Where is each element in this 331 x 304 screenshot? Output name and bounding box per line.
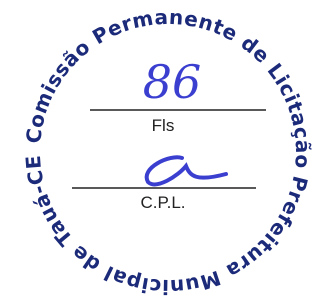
stamp: Comissão Permanente de Licitação Prefeit… bbox=[0, 0, 331, 304]
stamp-ring-text: Prefeitura Municipal de Tauá-CE bbox=[21, 154, 313, 299]
page-label: Fls bbox=[152, 116, 175, 135]
signature bbox=[147, 157, 226, 184]
signature-label: C.P.L. bbox=[140, 193, 185, 212]
page-number: 86 bbox=[143, 55, 202, 109]
bottom-text: Prefeitura Municipal de Tauá-CE bbox=[21, 154, 313, 299]
